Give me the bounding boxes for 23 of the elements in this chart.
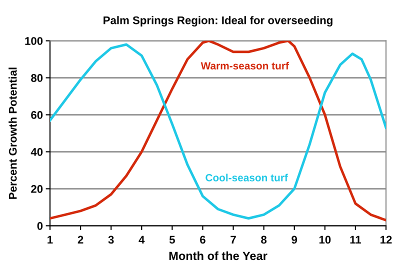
series-label: Cool-season turf (206, 174, 288, 182)
y-tick-label: 80 (31, 74, 43, 82)
x-tick-label: 5 (169, 236, 175, 244)
x-tick-label: 12 (380, 236, 392, 244)
x-tick-label: 1 (48, 236, 53, 244)
series-label: Warm-season turf (200, 62, 289, 70)
x-tick-label: 8 (261, 236, 267, 244)
y-tick-label: 0 (37, 222, 43, 230)
x-tick-label: 6 (200, 236, 206, 244)
y-tick-label: 20 (31, 185, 43, 193)
y-tick-label: 40 (30, 148, 43, 156)
x-axis-title: Month of the Year (169, 251, 268, 260)
x-tick-label: 3 (108, 236, 114, 244)
x-tick-label: 10 (319, 236, 331, 244)
x-tick-label: 9 (292, 236, 298, 244)
x-tick-label: 4 (138, 236, 145, 244)
x-tick-label: 11 (350, 236, 362, 244)
chart-title: Palm Springs Region: Ideal for overseeding (104, 16, 332, 26)
x-tick-label: 2 (78, 236, 84, 244)
x-tick-label: 7 (230, 236, 236, 244)
y-tick-label: 60 (31, 111, 43, 119)
y-tick-label: 100 (25, 37, 43, 45)
y-axis-title: Percent Growth Potential (8, 68, 17, 199)
